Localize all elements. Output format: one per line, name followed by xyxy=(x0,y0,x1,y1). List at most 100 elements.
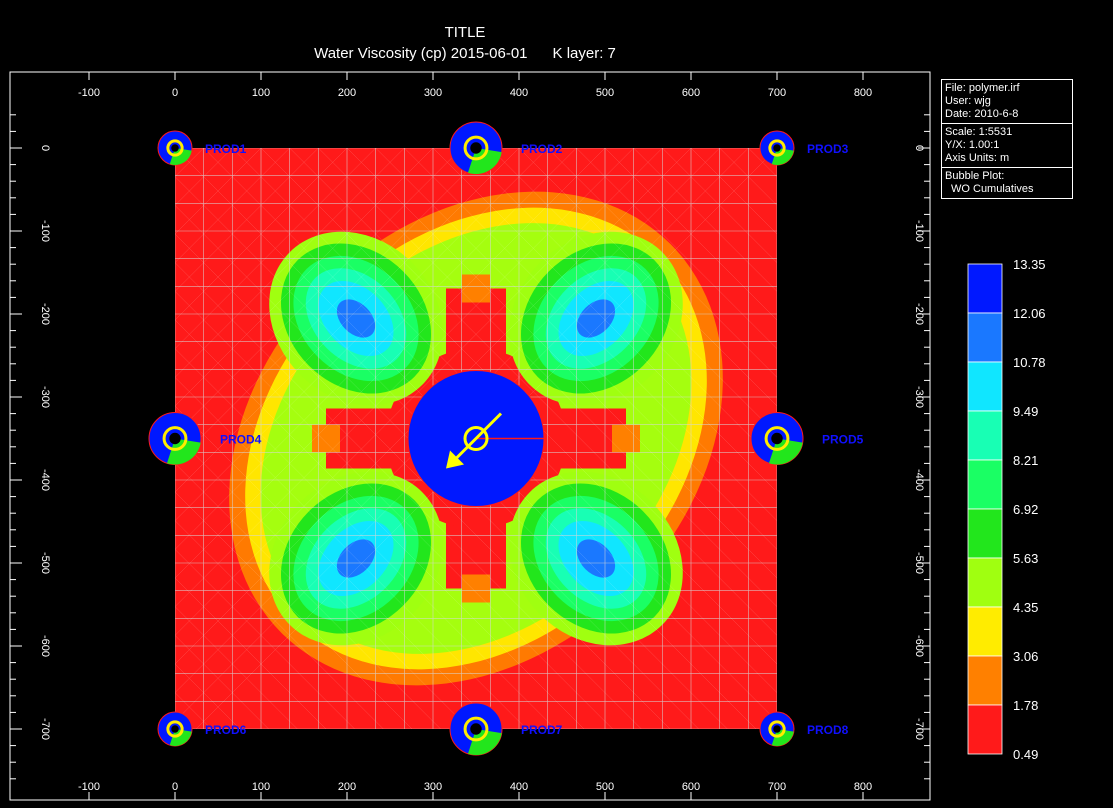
grid-diagonal xyxy=(633,148,777,292)
grid-diagonal xyxy=(175,148,634,607)
x-tick-label-bottom: 400 xyxy=(510,781,528,793)
grid-diagonal xyxy=(175,148,434,407)
field-band xyxy=(312,424,340,453)
grid-diagonal xyxy=(289,148,777,636)
grid-diagonal xyxy=(175,233,671,729)
y-tick-label-left: -600 xyxy=(39,635,51,657)
grid-diagonal xyxy=(175,148,348,321)
grid-diagonal xyxy=(175,606,298,729)
scale-text: Scale: 1:5531 xyxy=(945,126,1013,138)
well-symbol xyxy=(463,135,489,161)
grid-diagonal xyxy=(175,148,376,349)
colorbar-label: 5.63 xyxy=(1013,551,1038,566)
y-tick-label-left: -700 xyxy=(39,718,51,740)
well-symbol-center xyxy=(171,725,179,733)
colorbar-label: 4.35 xyxy=(1013,600,1038,615)
grid-diagonal xyxy=(175,577,327,729)
x-tick-label-top: -100 xyxy=(78,87,100,99)
field-band xyxy=(462,274,490,303)
chart-subtitle: Water Viscosity (cp) 2015-06-01 K layer:… xyxy=(0,45,930,62)
colorbar-segment xyxy=(967,410,1003,461)
x-tick-label-top: 100 xyxy=(252,87,270,99)
well-symbol xyxy=(463,716,489,742)
grid-diagonal xyxy=(175,491,413,729)
x-tick-label-top: 500 xyxy=(596,87,614,99)
well-prod1: PROD1 xyxy=(157,130,247,166)
x-tick-label-top: 0 xyxy=(172,87,178,99)
grid-diagonal xyxy=(346,148,777,579)
well-symbol xyxy=(162,426,188,451)
grid-diagonal xyxy=(375,148,777,550)
grid-diagonal xyxy=(318,148,777,607)
x-tick-label-bottom: 500 xyxy=(596,781,614,793)
x-tick-label-top: 300 xyxy=(424,87,442,99)
y-tick-label-right: -200 xyxy=(913,303,925,325)
well-label: PROD6 xyxy=(205,723,247,737)
grid-diagonal xyxy=(404,148,777,521)
grid-diagonal xyxy=(175,262,642,729)
well-label: PROD1 xyxy=(205,142,247,156)
colorbar-segment xyxy=(967,557,1003,608)
well-prod3: PROD3 xyxy=(759,130,849,166)
field-lobe xyxy=(576,299,616,338)
well-symbol-center xyxy=(171,144,179,152)
x-tick-label-bottom: -100 xyxy=(78,781,100,793)
well-label: PROD8 xyxy=(807,723,849,737)
well-water-slice xyxy=(771,729,794,746)
file-date: Date: 2010-6-8 xyxy=(945,108,1019,120)
well-label: PROD7 xyxy=(521,723,563,737)
well-prod8: PROD8 xyxy=(759,711,849,747)
field-lobe xyxy=(336,299,376,338)
grid-diagonal xyxy=(604,148,777,321)
well-water-slice xyxy=(467,729,502,755)
colorbar-label: 8.21 xyxy=(1013,453,1038,468)
subtitle-layer: K layer: 7 xyxy=(552,45,616,62)
well-symbol-center xyxy=(773,725,781,733)
grid-diagonal xyxy=(490,148,777,435)
well-label: PROD2 xyxy=(521,142,563,156)
x-tick-label-top: 700 xyxy=(768,87,786,99)
grid-diagonal xyxy=(175,348,556,729)
x-tick-label-bottom: 100 xyxy=(252,781,270,793)
x-tick-label-top: 400 xyxy=(510,87,528,99)
yx-ratio: Y/X: 1.00:1 xyxy=(945,139,1000,151)
well-symbol xyxy=(768,139,786,157)
scale-info-box: Scale: 1:5531 Y/X: 1.00:1 Axis Units: m xyxy=(942,124,1072,167)
injector-arrow-shaft xyxy=(452,412,503,462)
well-symbol-center xyxy=(773,144,781,152)
colorbar-segment xyxy=(967,361,1003,412)
info-panel: File: polymer.irf User: wjg Date: 2010-6… xyxy=(941,79,1073,199)
field-band xyxy=(612,424,640,453)
file-name: File: polymer.irf xyxy=(945,82,1020,94)
colorbar-segment xyxy=(967,508,1003,559)
grid-diagonal xyxy=(175,148,462,435)
colorbar-label: 9.49 xyxy=(1013,404,1038,419)
grid-diagonal xyxy=(175,148,548,521)
colorbar-label: 13.35 xyxy=(1013,257,1046,272)
subtitle-variable: Water Viscosity (cp) 2015-06-01 xyxy=(314,45,528,62)
grid-diagonal xyxy=(175,148,290,263)
grid-diagonal xyxy=(547,148,777,378)
wells: PROD1 PROD2 PROD3 PROD4 PROD5 PROD6 PROD7 PROD8 xyxy=(148,121,864,756)
y-tick-label-left: -100 xyxy=(39,220,51,242)
colorbar-segment xyxy=(967,606,1003,657)
well-prod7: PROD7 xyxy=(449,702,563,756)
grid-diagonal xyxy=(175,319,585,729)
y-tick-label-left: -400 xyxy=(39,469,51,491)
y-tick-label-left: 0 xyxy=(39,145,51,151)
x-tick-label-bottom: 0 xyxy=(172,781,178,793)
well-prod6: PROD6 xyxy=(157,711,247,747)
grid-diagonal xyxy=(175,377,527,729)
injector-arrow-head xyxy=(446,450,464,469)
well-label: PROD4 xyxy=(220,433,262,447)
field-lobe xyxy=(336,539,376,578)
well-label: PROD3 xyxy=(807,142,849,156)
colorbar-label: 0.49 xyxy=(1013,747,1038,762)
well-symbol xyxy=(166,720,184,738)
colorbar-label: 12.06 xyxy=(1013,306,1046,321)
field-lobe xyxy=(576,539,616,578)
grid-diagonal xyxy=(518,148,777,407)
colorbar-label: 1.78 xyxy=(1013,698,1038,713)
grid-diagonal xyxy=(175,405,499,729)
